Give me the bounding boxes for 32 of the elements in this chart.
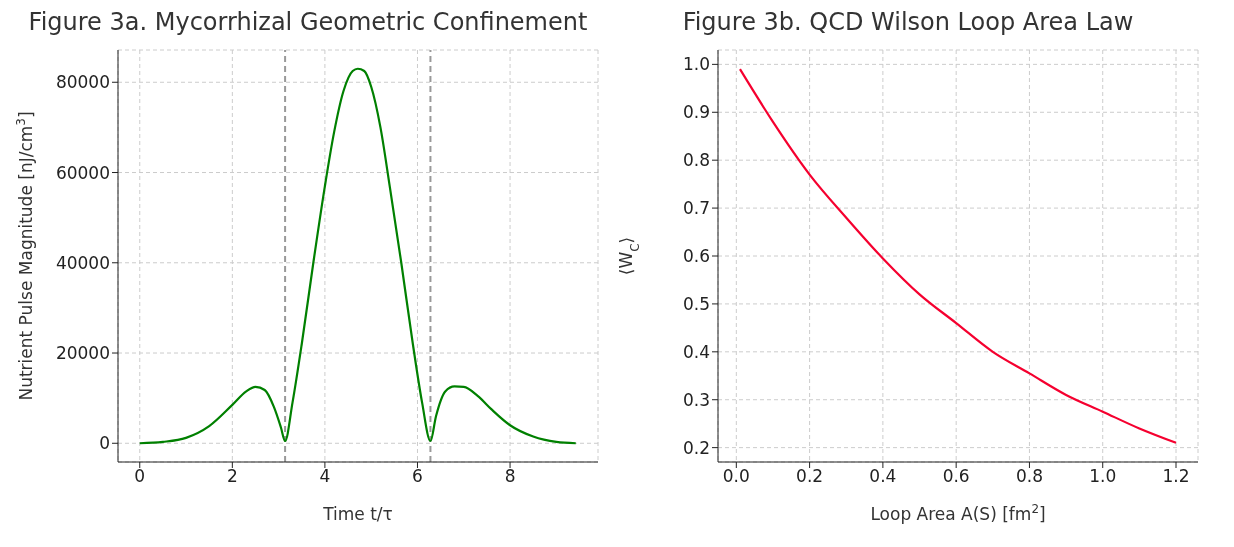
line-series xyxy=(738,68,1178,444)
x-tick-label: 1.0 xyxy=(1089,466,1117,487)
y-tick-label: 0.3 xyxy=(682,389,710,410)
x-tick-label: 0.2 xyxy=(796,466,824,487)
line-series xyxy=(138,67,577,445)
x-tick-label: 0.0 xyxy=(722,466,750,487)
x-tick-label: 0.8 xyxy=(1015,466,1043,487)
y-tick-label: 20000 xyxy=(55,343,110,364)
x-tick-label: 2 xyxy=(226,466,238,487)
x-tick-label: 0.6 xyxy=(942,466,970,487)
y-tick-label: 80000 xyxy=(55,72,110,93)
x-tick-label: 6 xyxy=(412,466,423,487)
y-tick-label: 0.8 xyxy=(682,150,710,171)
y-tick-label: 0.9 xyxy=(682,102,710,123)
chart-title: Figure 3a. Mycorrhizal Geometric Confinement xyxy=(27,8,589,38)
x-tick-label: 0.4 xyxy=(869,466,897,487)
y-tick-label: 0.6 xyxy=(682,246,710,267)
y-tick-label: 1.0 xyxy=(682,54,710,75)
x-tick-label: 4 xyxy=(319,466,331,487)
y-tick-label: 0.5 xyxy=(682,293,710,314)
x-axis-title: Loop Area A(S) [fm$^{2}$] xyxy=(870,502,1046,524)
y-tick-label: 40000 xyxy=(55,252,110,273)
x-tick-label: 0 xyxy=(134,466,146,487)
x-tick-label: 8 xyxy=(504,466,516,487)
y-tick-label: 0.4 xyxy=(682,341,710,362)
y-tick-label: 0.7 xyxy=(682,198,710,219)
x-axis-title: Time t/τ xyxy=(322,504,393,524)
x-tick-label: 1.2 xyxy=(1162,466,1190,487)
chart-title: Figure 3b. QCD Wilson Loop Area Law xyxy=(681,8,1135,38)
y-tick-label: 0.2 xyxy=(682,437,710,458)
y-tick-label: 0 xyxy=(99,433,110,454)
y-tick-label: 60000 xyxy=(55,162,110,183)
